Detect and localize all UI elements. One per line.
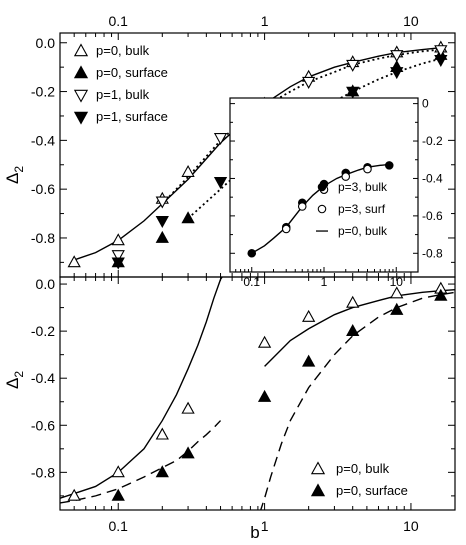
top-xtick-label-top: 0.1: [109, 13, 129, 29]
top-point: [155, 216, 169, 229]
top-point: [213, 176, 228, 189]
bottom-point: [111, 465, 125, 478]
top-xtick-label-top: 10: [403, 13, 419, 29]
inset-legend-marker: [317, 182, 327, 192]
inset-ytick-label: -0.4: [422, 171, 443, 185]
top-point: [346, 86, 360, 99]
top-ytick-label: 0.0: [36, 35, 56, 51]
bottom-point: [181, 446, 195, 459]
bottom-legend-label: p=0, bulk: [336, 461, 390, 476]
bottom-legend: p=0, bulk p=0, surface: [310, 461, 408, 498]
bottom-point: [346, 323, 360, 337]
bottom-point: [390, 286, 404, 299]
top-legend-marker: [73, 65, 89, 79]
inset-xtick-label: 10: [390, 275, 404, 289]
top-legend-marker: [73, 43, 89, 57]
bottom-series-0: [67, 281, 448, 501]
bottom-curves: [60, 277, 455, 510]
top-point: [181, 211, 195, 224]
bottom-point: [257, 335, 272, 348]
bottom-legend-marker: [310, 483, 326, 497]
inset-point: [363, 164, 372, 174]
inset-ytick-label: -0.2: [422, 134, 443, 148]
inset-legend-label: p=3, surf: [338, 202, 386, 216]
top-point: [434, 54, 448, 67]
bottom-point: [434, 288, 448, 301]
bottom-curve-solid: [264, 289, 455, 367]
inset-point: [384, 161, 394, 170]
top-legend-label: p=1, bulk: [96, 87, 150, 102]
bottom-xtick-label: 1: [261, 518, 269, 534]
top-legend-marker: [73, 89, 89, 103]
bottom-point: [111, 488, 125, 501]
top-point: [390, 50, 404, 63]
inset-xtick-label: 1: [321, 275, 328, 289]
inset-legend-label: p=3, bulk: [338, 180, 388, 194]
inset-point: [281, 224, 291, 234]
bottom-curve-dashed: [260, 291, 455, 510]
inset-ytick-label: -0.6: [422, 209, 443, 223]
top-point: [67, 255, 81, 268]
inset-panel: 0.1 1 10 0 -0.2 -0.4 -0.6 -0.8 p=3, bulk p=3, sur…: [229, 97, 443, 289]
bottom-point: [155, 465, 169, 478]
bottom-point: [302, 354, 316, 367]
bottom-point: [181, 401, 195, 414]
top-point: [181, 164, 195, 177]
inset-point: [247, 249, 257, 258]
top-point: [346, 59, 360, 72]
top-point: [302, 76, 316, 89]
bottom-ytick-label: 0.0: [36, 276, 56, 292]
top-point: [111, 233, 125, 246]
bottom-point: [302, 309, 316, 322]
bottom-point: [155, 427, 169, 440]
top-point: [434, 45, 448, 58]
top-series-2: [111, 45, 448, 263]
top-ytick-label: -0.2: [31, 84, 55, 100]
top-point: [213, 133, 228, 146]
inset-point: [341, 172, 351, 181]
bottom-point: [67, 488, 81, 501]
bottom-xlabel: b: [250, 523, 259, 542]
axis-labels: Δ2 Δ2 b: [3, 166, 260, 542]
bottom-ylabel: Δ2: [3, 371, 26, 389]
top-legend-label: p=0, bulk: [96, 43, 150, 58]
bottom-point: [257, 389, 272, 402]
top-legend-label: p=0, surface: [96, 65, 168, 80]
bottom-curve-solid: [60, 277, 224, 499]
top-ytick-label: -0.8: [31, 230, 55, 246]
top-point: [390, 67, 404, 80]
bottom-xtick-label: 0.1: [109, 518, 129, 534]
top-ytick-label: -0.4: [31, 132, 55, 148]
bottom-series-1: [111, 288, 448, 501]
bottom-legend-marker: [310, 461, 326, 475]
inset-legend: p=3, bulk p=3, surf p=0, bulk: [316, 180, 388, 238]
top-ylabel: Δ2: [3, 166, 26, 184]
inset-xtick-label: 0.1: [243, 275, 260, 289]
top-legend-label: p=1, surface: [96, 109, 168, 124]
bottom-xtick-label: 10: [403, 518, 419, 534]
top-point: [155, 196, 169, 209]
inset-ytick-label: 0: [422, 97, 429, 111]
inset-legend-label: p=0, bulk: [338, 224, 388, 238]
bottom-point: [346, 295, 360, 308]
bottom-ytick-label: -0.2: [31, 323, 55, 339]
inset-point: [297, 202, 307, 211]
top-legend: p=0, bulk p=0, surface p=1, bulk p=1, surfa…: [73, 43, 168, 125]
bottom-ytick-label: -0.6: [31, 417, 55, 433]
top-point: [111, 250, 125, 263]
top-point: [111, 257, 125, 270]
top-xtick-label-top: 1: [261, 13, 269, 29]
bottom-ytick-label: -0.8: [31, 464, 55, 480]
top-ytick-label: -0.6: [31, 181, 55, 197]
bottom-legend-label: p=0, surface: [336, 483, 408, 498]
bottom-ytick-label: -0.4: [31, 370, 55, 386]
inset-ytick-label: -0.8: [422, 246, 443, 260]
bottom-panel: 0.1 1 10 0.0 -0.2 -0.4 -0.6 -0.8 p=0, bulk p=0, s…: [31, 276, 456, 534]
inset-legend-marker: [317, 204, 327, 214]
bottom-curve-dashed: [60, 420, 222, 504]
top-point: [155, 230, 169, 243]
top-legend-marker: [73, 111, 89, 125]
bottom-point: [390, 302, 404, 315]
